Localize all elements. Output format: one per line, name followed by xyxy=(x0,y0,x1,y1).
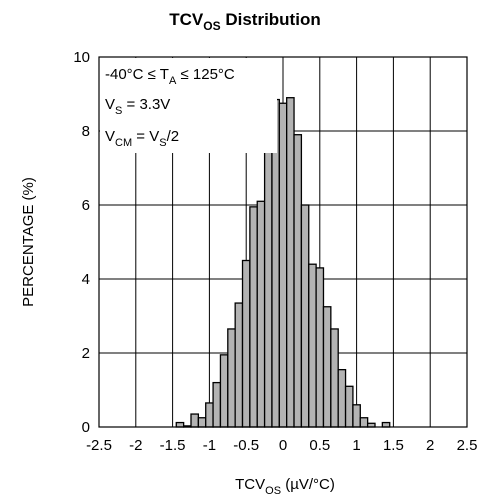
x-axis-label-tail: (µV/°C) xyxy=(281,476,335,493)
annotation-vs-value: = 3.3V xyxy=(122,96,170,113)
histogram-bar xyxy=(293,134,303,428)
annotation-vcm-subscript: CM xyxy=(115,137,132,149)
y-axis-tick-labels: 0 2 4 6 8 10 xyxy=(73,49,90,436)
annotation-vcm-equals: = V xyxy=(132,128,159,145)
histogram-bar xyxy=(278,102,288,428)
histogram-bar xyxy=(212,381,222,428)
annotation-temp-suffix: ≤ 125°C xyxy=(176,66,235,83)
y-tick-label: 4 xyxy=(82,271,90,288)
y-tick-label: 0 xyxy=(82,419,90,436)
y-tick-label: 6 xyxy=(82,197,90,214)
x-axis-tick-labels: -2.5 -2 -1.5 -1 -0.5 0 0.5 1 1.5 2 2.5 xyxy=(86,437,477,454)
histogram-bar xyxy=(190,413,200,428)
histogram-bar xyxy=(315,267,325,428)
histogram-bar xyxy=(330,328,339,428)
x-tick-label: 2.5 xyxy=(457,437,478,454)
chart-title-main: TCV xyxy=(169,10,204,29)
y-tick-label: 8 xyxy=(82,123,90,140)
histogram-bar xyxy=(249,206,258,428)
histogram-bar xyxy=(234,302,244,428)
annotation-vs-v: V xyxy=(105,96,115,113)
histogram-bar xyxy=(322,306,332,428)
histogram-bar xyxy=(197,417,207,428)
x-tick-label: -2 xyxy=(129,437,142,454)
histogram-bar xyxy=(359,417,369,428)
x-tick-label: 0.5 xyxy=(309,437,330,454)
x-tick-label: -2.5 xyxy=(86,437,112,454)
histogram-bar xyxy=(286,97,295,428)
x-tick-label: -1.5 xyxy=(160,437,186,454)
annotation-temp-prefix: -40°C ≤ T xyxy=(105,66,169,83)
y-tick-label: 10 xyxy=(73,49,90,66)
histogram-bar xyxy=(337,368,347,428)
histogram-bar xyxy=(227,328,236,428)
x-tick-label: 1.5 xyxy=(383,437,404,454)
x-axis-label: TCVOS (µV/°C) xyxy=(235,476,335,497)
annotation-temp-subscript: A xyxy=(169,75,177,87)
annotation-vcm-suffix: /2 xyxy=(167,128,180,145)
histogram-bar xyxy=(241,259,251,428)
annotation-vs-subscript: S xyxy=(115,105,122,117)
annotation-supply-voltage: VS = 3.3V xyxy=(105,96,170,117)
histogram-bars xyxy=(175,97,391,428)
y-tick-label: 2 xyxy=(82,345,90,362)
chart-title-subscript: OS xyxy=(203,19,220,33)
x-tick-label: 2 xyxy=(426,437,434,454)
histogram-bar xyxy=(308,263,317,428)
histogram-bar xyxy=(344,385,354,428)
plot-area-frame xyxy=(98,56,468,428)
histogram-bar xyxy=(175,421,185,428)
histogram-bar xyxy=(381,421,391,428)
annotation-temperature-range: -40°C ≤ TA ≤ 125°C xyxy=(105,66,235,87)
annotation-vcm-v: V xyxy=(105,128,115,145)
x-tick-label: 0 xyxy=(279,437,287,454)
x-axis-label-subscript: OS xyxy=(265,485,281,497)
histogram-bar xyxy=(219,354,229,428)
annotation-box-background xyxy=(100,58,277,153)
chart-title-tail: Distribution xyxy=(221,10,321,29)
x-tick-label: -1 xyxy=(203,437,216,454)
x-axis-label-main: TCV xyxy=(235,476,265,493)
histogram-bar xyxy=(352,404,361,428)
annotation-vcm-vs-subscript: S xyxy=(159,137,166,149)
histogram-bar xyxy=(205,402,214,428)
x-tick-label: 1 xyxy=(352,437,360,454)
x-tick-label: -0.5 xyxy=(233,437,259,454)
y-axis-label: PERCENTAGE (%) xyxy=(20,177,37,307)
histogram-bar xyxy=(256,200,266,428)
annotation-common-mode-voltage: VCM = VS/2 xyxy=(105,128,179,149)
histogram-bar xyxy=(300,204,310,428)
chart-title: TCVOS Distribution xyxy=(169,10,320,33)
